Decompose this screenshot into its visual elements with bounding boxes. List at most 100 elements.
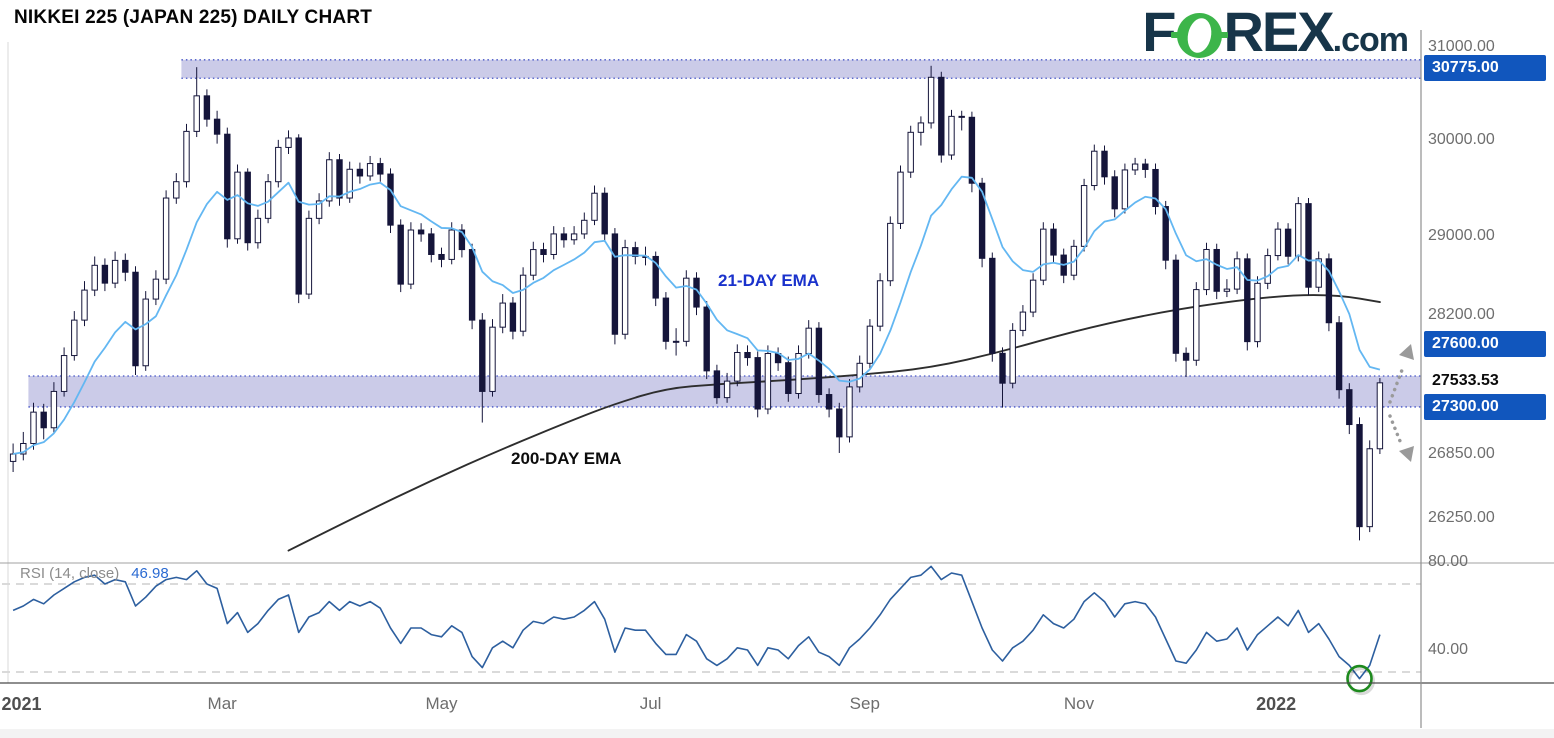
candle-down — [540, 249, 547, 255]
candle-down — [703, 306, 710, 372]
candle-up — [9, 453, 17, 462]
candle-down — [1325, 258, 1333, 324]
candle-down — [999, 352, 1006, 384]
candle-down — [122, 259, 129, 273]
candle-up — [856, 362, 863, 388]
candle-down — [1152, 168, 1159, 208]
candle-down — [1182, 352, 1190, 361]
candle-down — [1356, 424, 1363, 528]
rsi-line — [12, 565, 1381, 680]
candle-up — [193, 95, 200, 132]
candle-up — [795, 353, 802, 394]
candle-down — [978, 182, 986, 259]
candle-up — [162, 197, 170, 280]
logo-letters-rex: REX — [1223, 0, 1334, 63]
candle-down — [213, 118, 221, 135]
candle-up — [111, 259, 119, 284]
ema21-annotation-label: 21-DAY EMA — [718, 271, 820, 290]
candle-down — [744, 351, 751, 359]
candle-down — [438, 253, 445, 260]
candle-down — [479, 319, 486, 392]
candle-down — [652, 255, 659, 299]
arrow-up-head-icon — [1399, 344, 1414, 360]
current-price-label: 27533.53 — [1424, 371, 1499, 390]
rsi-legend-label: RSI (14, close) — [20, 565, 120, 582]
candle-down — [632, 247, 639, 257]
candle-up — [1295, 203, 1302, 257]
price-axis-tick-label: 28200.00 — [1428, 306, 1495, 324]
candle-down — [387, 173, 394, 226]
x-axis-month-label: Mar — [207, 694, 237, 713]
candle-down — [611, 233, 619, 335]
candle-up — [1131, 163, 1139, 171]
forex-com-logo: F REX .com — [1142, 0, 1409, 63]
candle-up — [581, 219, 588, 235]
candle-down — [40, 411, 47, 429]
candle-up — [1040, 228, 1047, 281]
price-axis-tick-label: 30000.00 — [1428, 130, 1495, 148]
candle-up — [683, 277, 690, 342]
x-axis-month-label: Jul — [639, 694, 662, 713]
candle-down — [1142, 163, 1149, 170]
candle-up — [1121, 169, 1129, 210]
candle-up — [50, 390, 58, 429]
candle-up — [876, 280, 884, 327]
candle-down — [224, 133, 231, 240]
candle-up — [550, 233, 557, 255]
candle-down — [836, 408, 843, 438]
candle-up — [917, 122, 925, 133]
candle-up — [1091, 150, 1098, 187]
candle-up — [1203, 248, 1210, 291]
candle-up — [1315, 258, 1322, 288]
candle-up — [407, 229, 415, 285]
x-axis-month-label: Nov — [1063, 694, 1095, 713]
candle-up — [173, 181, 180, 199]
candle-down — [132, 271, 139, 367]
logo-o-icon — [1171, 13, 1229, 58]
candle-down — [1335, 322, 1343, 391]
candle-up — [489, 326, 496, 392]
candle-up — [948, 115, 955, 156]
candle-down — [958, 115, 965, 118]
rsi-axis-tick-label: 80.00 — [1428, 553, 1469, 570]
candle-down — [377, 163, 384, 175]
candle-down — [417, 229, 425, 235]
candle-up — [254, 217, 262, 244]
candles-group — [9, 65, 1384, 541]
candle-down — [1172, 259, 1180, 354]
rsi-dip-circle-annotation — [1346, 664, 1373, 693]
candle-up — [91, 264, 98, 291]
candle-up — [326, 159, 333, 202]
candle-up — [315, 200, 323, 219]
candle-up — [366, 163, 374, 177]
candle-down — [336, 159, 343, 199]
price-level-badge: 30775.00 — [1424, 54, 1546, 81]
price-level-badge: 27600.00 — [1424, 330, 1546, 357]
candle-up — [1009, 329, 1016, 384]
candle-up — [1193, 289, 1200, 361]
candle-down — [989, 257, 996, 354]
sr-band — [181, 59, 1421, 79]
candle-down — [1162, 206, 1169, 261]
candle-down — [1213, 248, 1220, 292]
candle-up — [1233, 258, 1241, 290]
candle-down — [1101, 150, 1108, 178]
candle-down — [968, 116, 976, 184]
candle-up — [152, 278, 160, 300]
candle-up — [530, 249, 537, 276]
candle-up — [1029, 279, 1037, 313]
logo-dotcom: .com — [1332, 21, 1409, 59]
candle-down — [662, 297, 670, 342]
candle-down — [244, 171, 251, 244]
candle-up — [1274, 228, 1282, 257]
arrow-up-shaft — [1388, 368, 1404, 404]
candle-up — [142, 298, 149, 367]
candle-down — [560, 233, 568, 241]
price-axis-tick-label: 26250.00 — [1428, 509, 1495, 527]
candle-up — [764, 353, 772, 410]
candle-up — [887, 222, 894, 282]
candle-up — [866, 325, 874, 364]
candle-up — [897, 171, 904, 224]
candle-up — [591, 192, 598, 221]
